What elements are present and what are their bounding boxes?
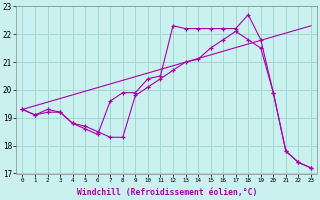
X-axis label: Windchill (Refroidissement éolien,°C): Windchill (Refroidissement éolien,°C) — [76, 188, 257, 197]
